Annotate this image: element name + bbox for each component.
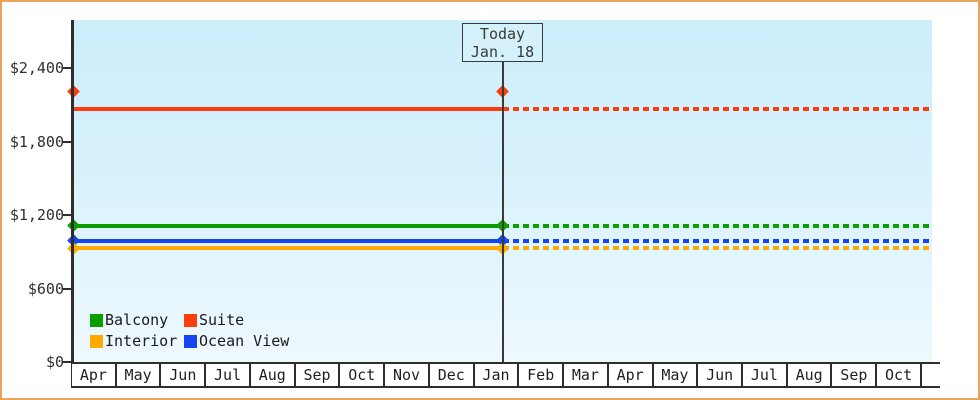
y-axis-tick (63, 214, 72, 216)
month-cell-empty (921, 364, 940, 386)
month-cell: Jul (206, 364, 251, 386)
legend-item-oceanview: Ocean View (184, 332, 290, 350)
month-cell: Jul (743, 364, 788, 386)
month-cell: Jun (161, 364, 207, 386)
month-cell: Mar (564, 364, 609, 386)
balcony-line-projection (503, 224, 932, 228)
month-cell: Aug (787, 364, 833, 386)
y-axis-label: $1,200 (9, 206, 64, 224)
month-cell: Aug (250, 364, 296, 386)
month-cell: Apr (72, 364, 117, 386)
interior-swatch-icon (90, 334, 103, 348)
today-date: Jan. 18 (470, 42, 535, 61)
oceanview-line-solid (74, 239, 503, 243)
legend-item-suite: Suite (184, 311, 289, 329)
today-line (502, 62, 504, 362)
month-cell: Nov (385, 364, 430, 386)
suite-swatch-icon (184, 313, 197, 327)
legend-label: Ocean View (199, 332, 290, 350)
plot-area: Today Jan. 18 Balcony Suite Interior Oce… (67, 20, 932, 362)
month-cell: Feb (519, 364, 565, 386)
month-cell: Dec (429, 364, 475, 386)
legend-label: Balcony (105, 311, 169, 329)
y-axis-tick (63, 67, 72, 69)
balcony-swatch-icon (90, 313, 103, 327)
legend: Balcony Suite Interior Ocean View (90, 311, 290, 350)
interior-line-solid (74, 246, 503, 250)
month-cell: May (653, 364, 699, 386)
month-cell: Jun (698, 364, 744, 386)
month-cell: Oct (877, 364, 922, 386)
x-axis: Apr May Jun Jul Aug Sep Oct Nov Dec Jan … (72, 362, 940, 388)
y-axis-label: $600 (27, 280, 64, 298)
today-label: Today (479, 24, 526, 43)
y-axis-tick (63, 141, 72, 143)
balcony-line-solid (74, 224, 503, 228)
month-cell: Sep (832, 364, 878, 386)
oceanview-line-projection (503, 239, 932, 243)
month-cell: Apr (608, 364, 654, 386)
oceanview-swatch-icon (184, 334, 197, 348)
month-cell: Sep (295, 364, 341, 386)
legend-label: Interior (105, 332, 178, 350)
legend-item-balcony: Balcony (90, 311, 184, 329)
y-axis (71, 20, 74, 388)
y-axis-label: $0 (45, 353, 64, 371)
y-axis-tick (63, 361, 72, 363)
y-axis-label: $2,400 (9, 59, 64, 77)
y-axis-label: $1,800 (9, 133, 64, 151)
interior-line-projection (503, 246, 932, 250)
suite-line-projection (503, 107, 932, 111)
month-cell: Oct (340, 364, 386, 386)
suite-line-solid (74, 107, 503, 111)
today-annotation: Today Jan. 18 (462, 23, 543, 62)
legend-label: Suite (199, 311, 245, 329)
month-cell: May (116, 364, 162, 386)
y-axis-tick (63, 288, 72, 290)
month-cell: Jan (474, 364, 520, 386)
legend-item-interior: Interior (90, 332, 184, 350)
